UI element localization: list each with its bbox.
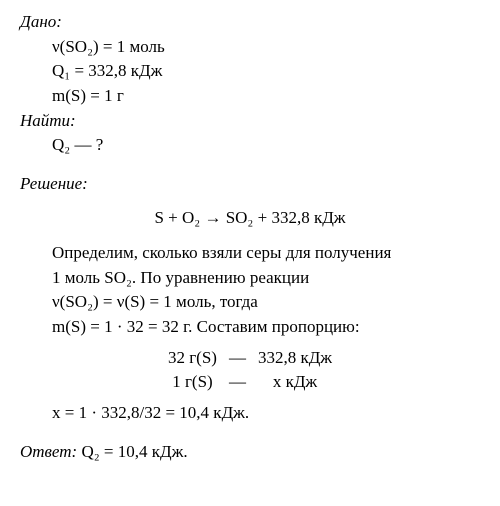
solution-text: 1 моль SO₂. По уравнению реакции (52, 266, 480, 291)
proportion-table: 32 г(S) — 332,8 кДж 1 г(S) — x кДж (162, 346, 338, 395)
proportion-cell: 1 г(S) (162, 370, 223, 395)
solution-text: m(S) = 1 · 32 = 32 г. Составим пропорцию… (52, 315, 480, 340)
answer-line: Ответ: Q₂ = 10,4 кДж. (20, 440, 480, 465)
given-line: Q₁ = 332,8 кДж (52, 59, 480, 84)
solution-heading: Решение: (20, 172, 480, 197)
answer-value: Q₂ = 10,4 кДж. (81, 442, 187, 461)
answer-heading: Ответ: (20, 442, 81, 461)
given-heading: Дано: (20, 10, 480, 35)
solution-equation: S + O₂ → SO₂ + 332,8 кДж (20, 206, 480, 231)
proportion-cell: x кДж (252, 370, 338, 395)
proportion-cell: — (223, 370, 252, 395)
table-row: 1 г(S) — x кДж (162, 370, 338, 395)
proportion-cell: 332,8 кДж (252, 346, 338, 371)
solution-text: ν(SO₂) = ν(S) = 1 моль, тогда (52, 290, 480, 315)
find-line: Q₂ — ? (52, 133, 480, 158)
given-line: m(S) = 1 г (52, 84, 480, 109)
proportion-cell: 32 г(S) (162, 346, 223, 371)
solution-text: Определим, сколько взяли серы для получе… (52, 241, 480, 266)
given-line: ν(SO₂) = 1 моль (52, 35, 480, 60)
proportion-cell: — (223, 346, 252, 371)
find-heading: Найти: (20, 109, 480, 134)
table-row: 32 г(S) — 332,8 кДж (162, 346, 338, 371)
solution-calc: x = 1 · 332,8/32 = 10,4 кДж. (52, 401, 480, 426)
